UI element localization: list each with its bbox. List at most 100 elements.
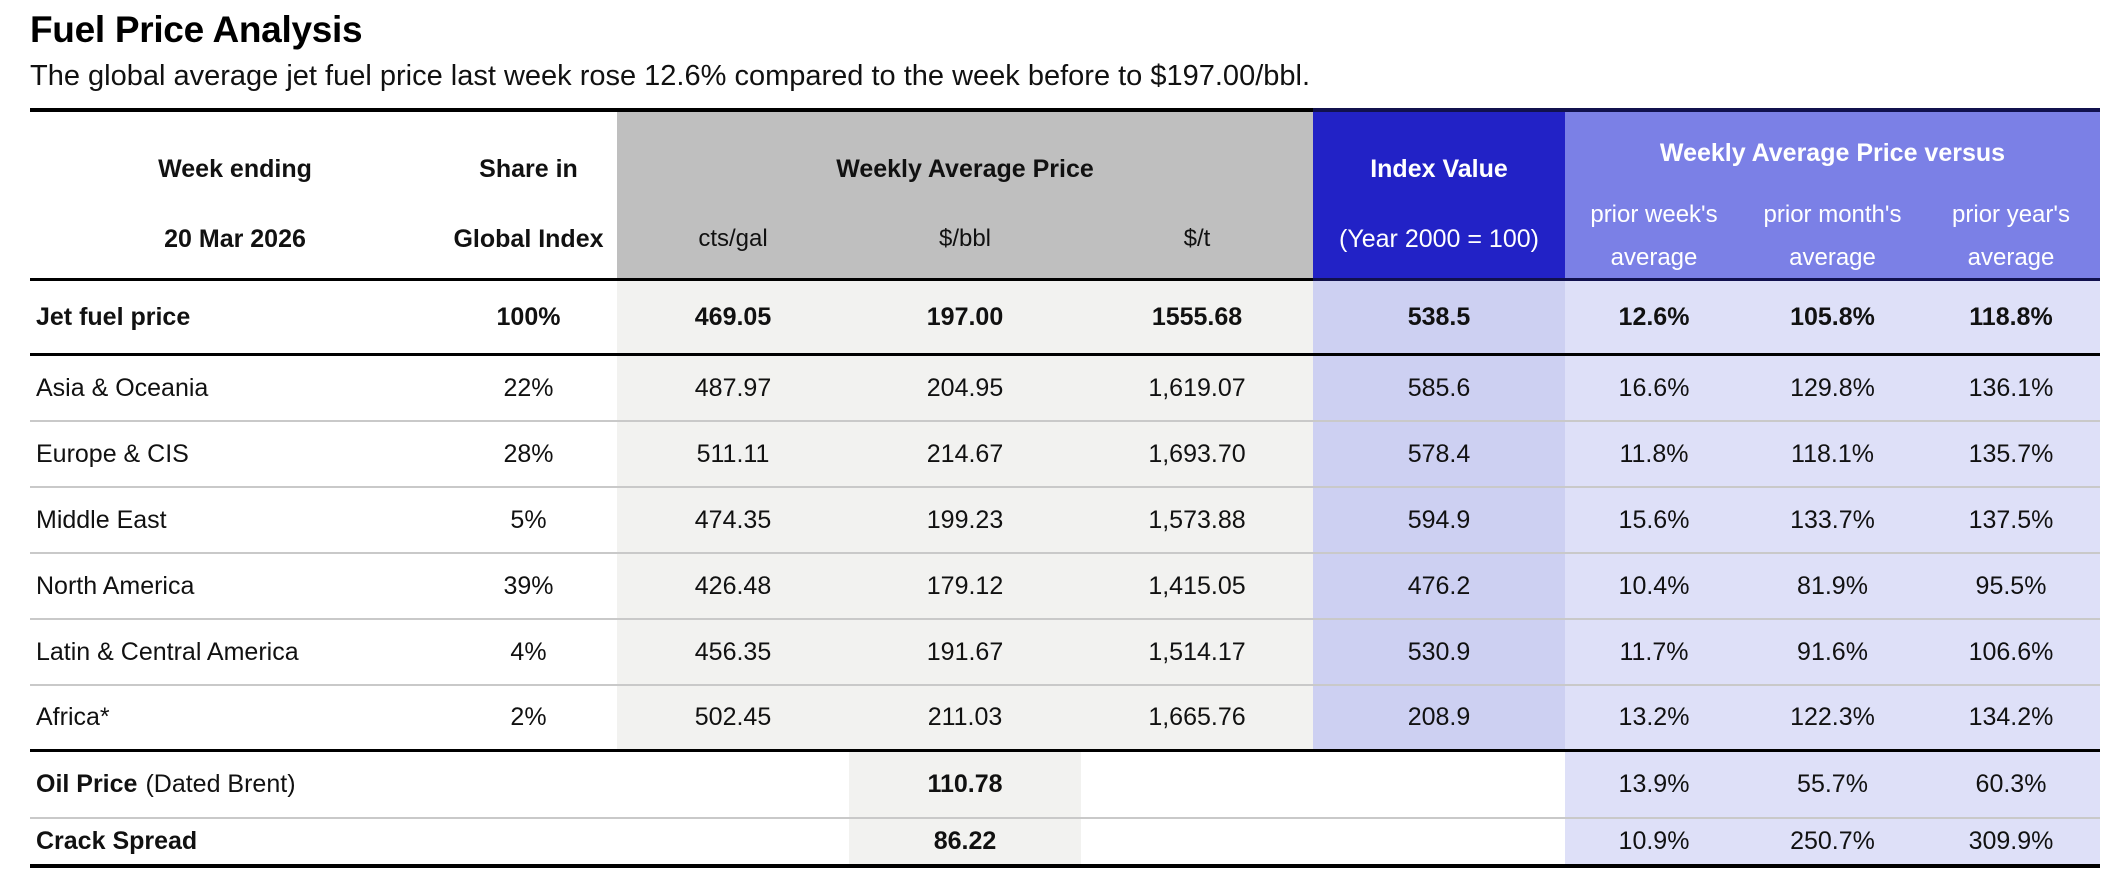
cell-vs-prior-week: 11.7%	[1565, 620, 1743, 684]
cell-usd-t: 1,693.70	[1081, 422, 1313, 486]
cell-vs-prior-month: 133.7%	[1743, 488, 1922, 552]
row-africa: Africa* 2% 502.45 211.03 1,665.76 208.9 …	[30, 686, 2100, 752]
cell-vs-prior-month: 105.8%	[1743, 281, 1922, 353]
cell-share-global-index: 39%	[503, 571, 554, 600]
cell-empty	[617, 752, 849, 817]
cell-label: Africa*	[36, 703, 110, 731]
oil-price-label-suffix: (Dated Brent)	[145, 770, 296, 798]
cell-vs-prior-month: 81.9%	[1743, 554, 1922, 618]
unit-usd-t: $/t	[1183, 225, 1211, 252]
share-label-line2: Global Index	[453, 225, 604, 253]
cell-share-global-index: 100%	[496, 302, 561, 331]
cell-cts-gal: 456.35	[617, 620, 849, 684]
cell-empty	[1081, 819, 1313, 864]
cell-vs-prior-month: 118.1%	[1743, 422, 1922, 486]
header-share-global-index: Share in Global Index	[440, 108, 617, 281]
row-north-america: North America 39% 426.48 179.12 1,415.05…	[30, 554, 2100, 620]
cell-usd-t: 1,573.88	[1081, 488, 1313, 552]
cell-index-value: 585.6	[1313, 356, 1565, 420]
cell-usd-t: 1,415.05	[1081, 554, 1313, 618]
versus-prior-year-header: prior year's average	[1922, 202, 2100, 271]
prior-week-line2: average	[1610, 244, 1698, 271]
cell-usd-bbl: 191.67	[849, 620, 1081, 684]
cell-vs-prior-year: 309.9%	[1922, 819, 2100, 864]
row-crack-spread: Crack Spread 86.22 10.9% 250.7% 309.9%	[30, 819, 2100, 868]
fuel-price-table: Week ending 20 Mar 2026 Share in Global …	[30, 108, 2100, 868]
cell-empty	[1081, 752, 1313, 817]
index-value-subtitle: (Year 2000 = 100)	[1339, 225, 1539, 253]
cell-vs-prior-week: 16.6%	[1565, 356, 1743, 420]
cell-cts-gal: 511.11	[617, 422, 849, 486]
prior-month-line2: average	[1789, 244, 1876, 271]
cell-vs-prior-month: 250.7%	[1743, 819, 1922, 864]
cell-vs-prior-week: 10.9%	[1565, 819, 1743, 864]
cell-cts-gal: 469.05	[617, 281, 849, 353]
cell-share-global-index: 2%	[510, 703, 547, 731]
cell-index-value: 594.9	[1313, 488, 1565, 552]
weekly-average-price-title: Weekly Average Price	[836, 155, 1094, 183]
cell-usd-bbl: 86.22	[849, 819, 1081, 864]
cell-share-global-index: 4%	[510, 637, 547, 666]
cell-cts-gal: 426.48	[617, 554, 849, 618]
cell-vs-prior-month: 129.8%	[1743, 356, 1922, 420]
row-jet-fuel-price: Jet fuel price 100% 469.05 197.00 1555.6…	[30, 281, 2100, 356]
index-value-title: Index Value	[1370, 155, 1508, 183]
cell-cts-gal: 502.45	[617, 686, 849, 749]
cell-usd-bbl: 204.95	[849, 356, 1081, 420]
cell-empty	[1313, 752, 1565, 817]
versus-prior-month-header: prior month's average	[1743, 202, 1922, 271]
cell-empty	[617, 819, 849, 864]
versus-prior-week-header: prior week's average	[1565, 202, 1743, 271]
cell-index-value: 208.9	[1313, 686, 1565, 749]
week-ending-date: 20 Mar 2026	[164, 225, 306, 253]
unit-usd-bbl: $/bbl	[938, 225, 992, 252]
cell-usd-bbl: 197.00	[849, 281, 1081, 353]
table-header: Week ending 20 Mar 2026 Share in Global …	[30, 108, 2100, 281]
cell-index-value: 476.2	[1313, 554, 1565, 618]
page-title: Fuel Price Analysis	[30, 9, 363, 50]
cell-vs-prior-month: 122.3%	[1743, 686, 1922, 749]
row-middle-east: Middle East 5% 474.35 199.23 1,573.88 59…	[30, 488, 2100, 554]
cell-vs-prior-week: 12.6%	[1565, 281, 1743, 353]
cell-vs-prior-year: 134.2%	[1922, 686, 2100, 749]
prior-year-line2: average	[1967, 244, 2055, 271]
cell-label: Jet fuel price	[36, 302, 191, 331]
cell-usd-bbl: 110.78	[849, 752, 1081, 817]
versus-subheaders: prior week's average prior month's avera…	[1565, 202, 2100, 271]
cell-vs-prior-year: 60.3%	[1922, 752, 2100, 817]
cell-vs-prior-week: 15.6%	[1565, 488, 1743, 552]
cell-usd-t: 1,665.76	[1081, 686, 1313, 749]
oil-price-label: Oil Price	[36, 770, 138, 798]
cell-share-global-index: 28%	[503, 439, 554, 468]
cell-empty	[440, 752, 617, 817]
row-asia-oceania: Asia & Oceania 22% 487.97 204.95 1,619.0…	[30, 356, 2100, 422]
cell-label: North America	[36, 571, 195, 600]
cell-index-value: 530.9	[1313, 620, 1565, 684]
cell-share-global-index: 22%	[503, 373, 554, 402]
cell-vs-prior-year: 106.6%	[1922, 620, 2100, 684]
header-index-value: Index Value (Year 2000 = 100)	[1313, 108, 1565, 281]
cell-share-global-index: 5%	[510, 505, 547, 534]
cell-vs-prior-month: 55.7%	[1743, 752, 1922, 817]
cell-usd-bbl: 199.23	[849, 488, 1081, 552]
cell-usd-t: 1,619.07	[1081, 356, 1313, 420]
header-week-ending: Week ending 20 Mar 2026	[30, 108, 440, 281]
cell-label: Latin & Central America	[36, 637, 299, 666]
cell-label: Asia & Oceania	[36, 373, 209, 402]
cell-vs-prior-year: 136.1%	[1922, 356, 2100, 420]
header-weekly-average-price: Weekly Average Price cts/gal $/bbl $/t	[617, 108, 1313, 281]
cell-label: Crack Spread	[36, 827, 198, 855]
cell-usd-bbl: 211.03	[849, 686, 1081, 749]
cell-usd-bbl: 179.12	[849, 554, 1081, 618]
prior-month-line1: prior month's	[1763, 201, 1902, 228]
cell-empty	[1313, 819, 1565, 864]
cell-vs-prior-year: 137.5%	[1922, 488, 2100, 552]
cell-usd-bbl: 214.67	[849, 422, 1081, 486]
weekly-average-price-units: cts/gal $/bbl $/t	[617, 226, 1313, 252]
prior-year-line1: prior year's	[1952, 201, 2070, 228]
share-label-line1: Share in	[479, 155, 578, 183]
cell-vs-prior-week: 10.4%	[1565, 554, 1743, 618]
cell-index-value: 578.4	[1313, 422, 1565, 486]
cell-label: Middle East	[36, 505, 167, 534]
row-oil-price: Oil Price (Dated Brent) 110.78 13.9% 55.…	[30, 752, 2100, 819]
